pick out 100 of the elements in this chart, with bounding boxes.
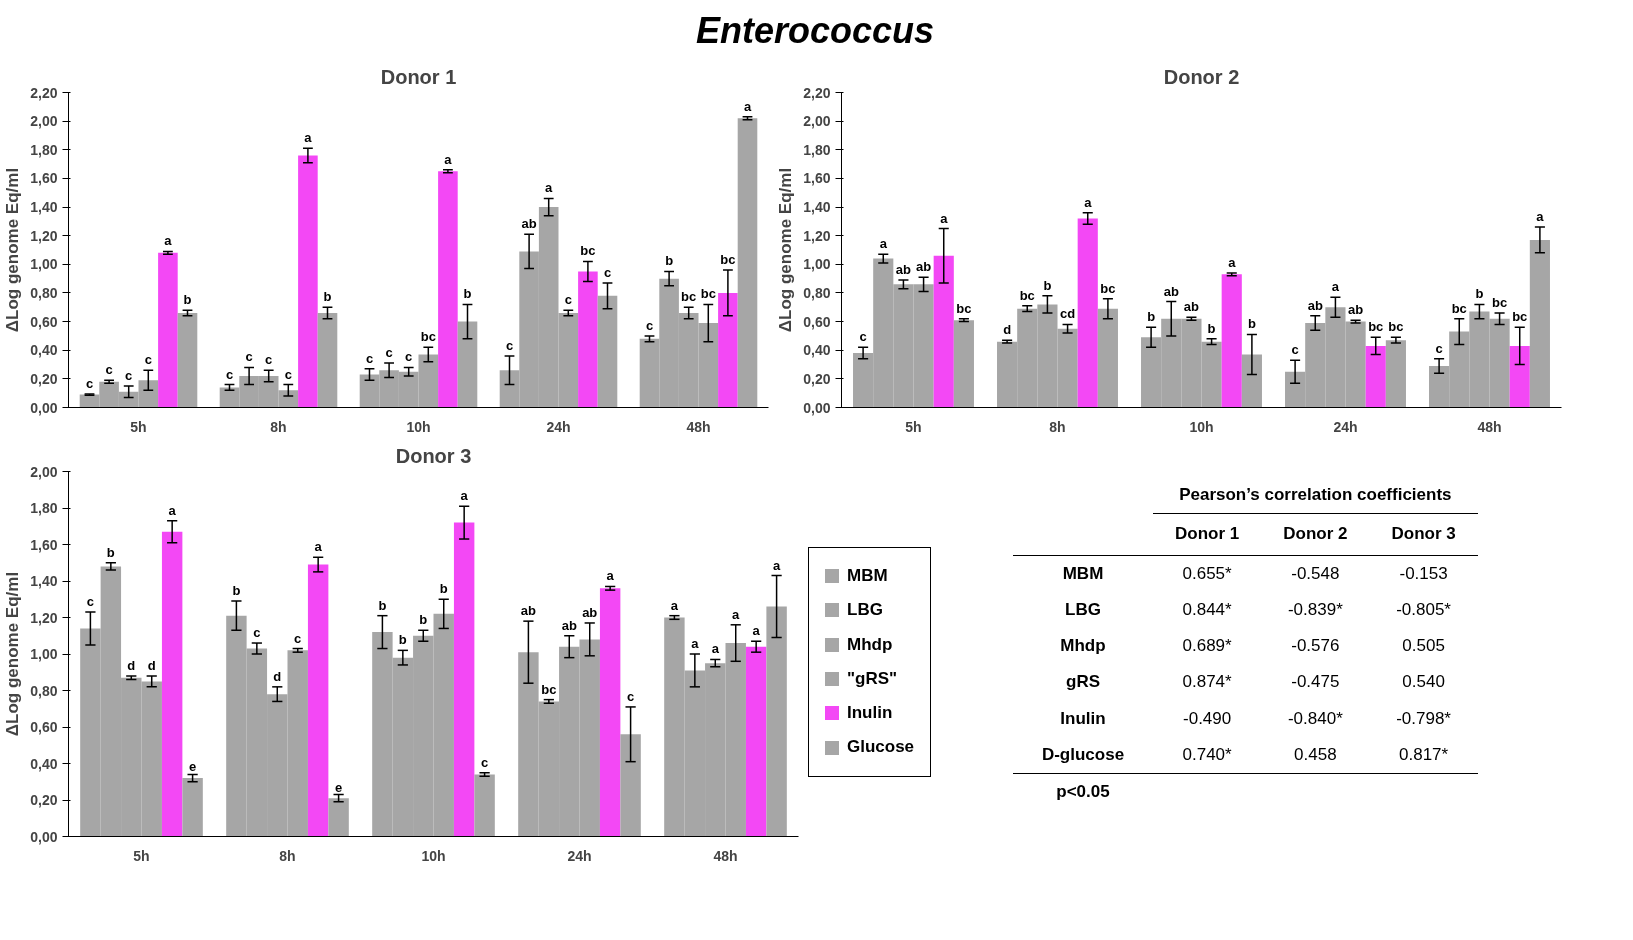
y-tick-label: 0,80	[30, 284, 58, 301]
y-tick-label: 2,20	[803, 84, 831, 101]
text: -0.548	[1291, 563, 1340, 583]
y-tick-label: 0,40	[30, 755, 58, 772]
data-label: c	[405, 349, 413, 365]
data-label: bc	[1512, 309, 1528, 325]
bar	[578, 271, 598, 408]
text: -0.475	[1291, 672, 1340, 692]
text: -0.576	[1291, 636, 1340, 656]
data-label: bc	[1491, 295, 1508, 310]
x-tick-label: 10h	[1189, 418, 1214, 435]
data-label: e	[188, 759, 197, 775]
legend-label: Inulin	[847, 702, 893, 725]
text: Enterococcus	[694, 9, 936, 53]
y-tick-label: 2,00	[803, 113, 831, 130]
data-label: c	[564, 292, 572, 308]
y-tick-label: 1,00	[30, 646, 58, 662]
data-label: bc	[720, 252, 736, 268]
bar	[1385, 340, 1406, 408]
data-label: c	[105, 362, 113, 378]
data-label: ab	[1183, 299, 1200, 315]
category-label: Donor 1	[1153, 513, 1262, 556]
bar	[745, 646, 767, 837]
text: -0.490	[1183, 708, 1232, 728]
legend-label: Mhdp	[847, 633, 893, 656]
data-label: ab	[520, 603, 537, 619]
text: 0.740*	[1182, 744, 1232, 764]
data-label: cd	[1059, 306, 1076, 322]
text: -0.798*	[1396, 708, 1451, 728]
y-axis-title: ΔLog genome Eq/ml	[3, 167, 23, 333]
legend-label: "gRS"	[847, 667, 898, 690]
data-label: b	[1147, 309, 1156, 325]
data-label: a	[444, 151, 453, 167]
legend-label: LBG	[847, 599, 883, 622]
y-tick-label: 2,20	[30, 84, 58, 101]
y-tick-label: 0,20	[803, 370, 831, 387]
y-tick-label: 0,80	[30, 682, 58, 699]
bar	[161, 531, 183, 837]
data-label: c	[1291, 342, 1299, 358]
data-label: a	[670, 597, 679, 613]
data-label: c	[505, 337, 514, 353]
data-label: a	[752, 623, 761, 639]
data-label: b	[1207, 320, 1216, 336]
data-label: a	[879, 236, 888, 252]
data-label: b	[106, 544, 115, 560]
text: 0.655*	[1182, 563, 1232, 583]
data-label: ab	[1347, 302, 1364, 318]
text: 0.817*	[1399, 744, 1449, 764]
data-label: ab	[582, 604, 598, 620]
bar	[620, 734, 641, 837]
data-label: b	[323, 289, 332, 305]
bar	[933, 255, 954, 408]
data-label: a	[743, 98, 752, 114]
data-label: a	[711, 641, 720, 657]
x-tick-label: 24h	[1333, 418, 1358, 435]
data-label: a	[691, 636, 700, 651]
data-label: a	[168, 502, 177, 518]
text: 0.505	[1402, 636, 1445, 656]
bar	[298, 155, 318, 408]
text: -0.840*	[1287, 708, 1343, 728]
bar	[158, 252, 178, 408]
y-tick-label: 1,20	[30, 609, 58, 626]
data-label: bc	[1019, 287, 1035, 303]
bar	[457, 321, 478, 408]
bar	[737, 118, 758, 408]
data-label: a	[304, 130, 313, 146]
x-tick-label: 8h	[270, 418, 287, 435]
x-tick-label: 48h	[686, 418, 711, 435]
bar	[182, 778, 203, 837]
bar	[177, 313, 198, 408]
data-label: c	[125, 368, 133, 384]
legend-label: MBM	[847, 565, 888, 587]
bar	[1365, 345, 1386, 408]
data-label: bc	[1100, 280, 1116, 296]
x-tick-label: 48h	[713, 847, 738, 864]
y-tick-label: 1,60	[30, 536, 58, 553]
bar	[597, 295, 618, 408]
x-tick-label: 10h	[421, 847, 446, 864]
text: 0.458	[1294, 744, 1337, 764]
data-label: c	[603, 264, 612, 280]
data-label: b	[232, 583, 241, 599]
data-label: c	[265, 352, 273, 368]
data-label: c	[245, 349, 253, 365]
y-tick-label: 0,20	[30, 370, 58, 387]
text: -0.839*	[1287, 599, 1343, 619]
data-label: a	[1536, 209, 1545, 225]
data-label: b	[463, 286, 472, 302]
y-tick-label: 1,80	[30, 500, 58, 516]
data-label: ab	[561, 617, 577, 633]
data-label: c	[294, 630, 302, 646]
y-tick-label: 1,80	[30, 141, 58, 158]
data-label: b	[1043, 277, 1052, 293]
y-tick-label: 0,60	[30, 719, 58, 735]
y-axis-title: ΔLog genome Eq/ml	[3, 571, 23, 737]
data-label: ab	[521, 216, 537, 232]
data-label: bc	[1451, 300, 1467, 316]
data-label: c	[86, 594, 95, 610]
data-label: c	[385, 345, 393, 361]
x-tick-label: 48h	[1477, 418, 1502, 435]
category-label: MBM	[1062, 563, 1104, 583]
